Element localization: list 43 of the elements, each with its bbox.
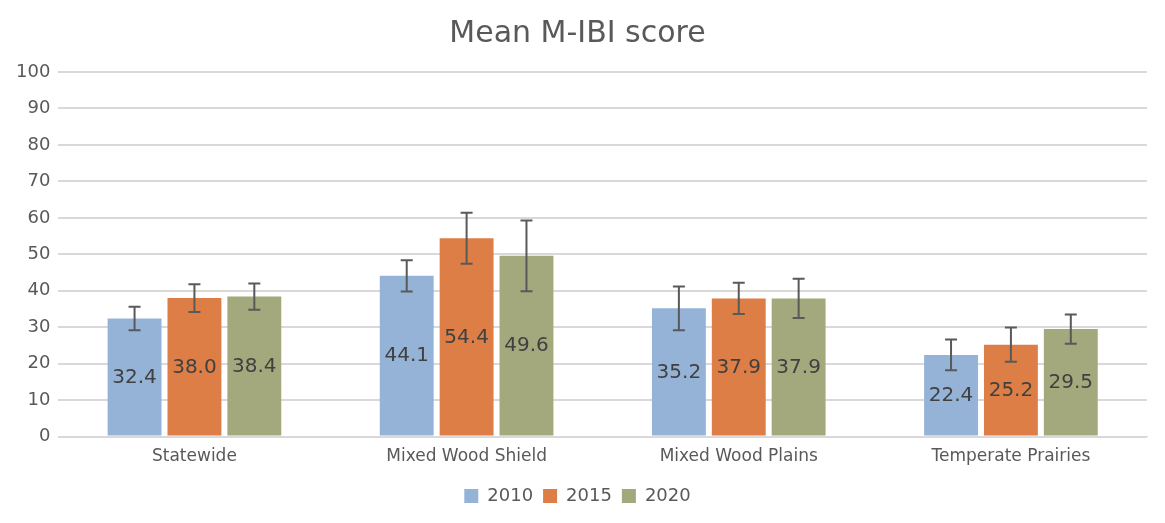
data-label: 25.2	[988, 376, 1034, 401]
bar	[924, 354, 978, 436]
bar	[1043, 329, 1098, 436]
data-label: 35.2	[656, 358, 702, 383]
y-tick-label: 30	[27, 314, 51, 336]
data-label: 49.6	[504, 332, 549, 357]
bar	[227, 296, 282, 436]
y-tick-label: 60	[27, 205, 51, 227]
y-tick-label: 80	[27, 132, 51, 154]
data-label: 37.9	[716, 353, 762, 378]
data-label: 29.5	[1048, 369, 1094, 394]
x-tick-label: Mixed Wood Shield	[386, 445, 547, 466]
y-tick-label: 90	[27, 96, 51, 118]
bar	[499, 255, 554, 436]
bar	[651, 308, 706, 436]
bar	[107, 318, 162, 436]
legend-label: 2020	[644, 483, 691, 505]
y-tick-label: 10	[27, 387, 51, 409]
data-label: 44.1	[384, 342, 429, 367]
data-label: 38.0	[172, 353, 217, 378]
chart-title: Mean M-IBI score	[449, 13, 706, 49]
bar	[167, 298, 222, 436]
bar	[771, 298, 826, 436]
legend-label: 2015	[566, 483, 612, 505]
y-tick-label: 40	[27, 278, 51, 300]
y-tick-label: 0	[38, 424, 51, 446]
bar	[439, 238, 494, 436]
legend-label: 2010	[487, 483, 534, 505]
bar	[379, 275, 434, 436]
y-tick-label: 20	[27, 351, 51, 373]
data-label: 54.4	[444, 323, 489, 348]
x-tick-label: Statewide	[151, 445, 237, 466]
data-label: 37.9	[776, 353, 821, 378]
data-label: 32.4	[112, 363, 157, 388]
bar	[983, 344, 1038, 436]
x-tick-label: Mixed Wood Plains	[659, 445, 818, 466]
data-label: 38.4	[232, 352, 277, 377]
bar	[711, 298, 766, 436]
data-label: 22.4	[928, 381, 974, 406]
y-tick-label: 100	[16, 59, 51, 81]
y-tick-label: 70	[27, 169, 51, 191]
x-tick-label: Temperate Prairies	[930, 445, 1091, 466]
y-tick-label: 50	[27, 241, 51, 263]
